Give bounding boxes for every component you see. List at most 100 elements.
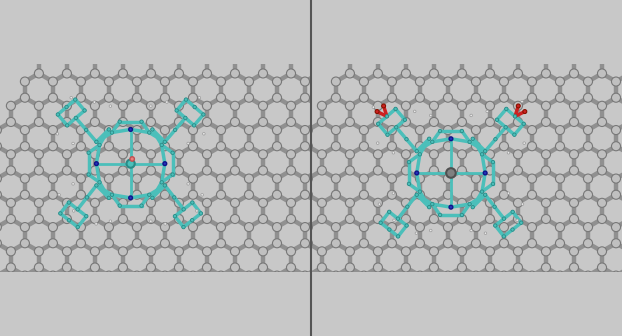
Circle shape [405,137,408,141]
Circle shape [300,174,310,183]
Circle shape [542,295,550,304]
Circle shape [202,214,211,223]
Circle shape [513,69,522,78]
Circle shape [384,126,394,135]
Circle shape [345,263,355,272]
Circle shape [248,287,256,296]
Circle shape [507,192,510,195]
Circle shape [216,222,226,232]
Circle shape [511,228,514,231]
Circle shape [192,124,196,127]
Circle shape [259,247,267,256]
Circle shape [343,247,351,256]
Circle shape [49,190,57,199]
Circle shape [132,190,141,199]
Circle shape [146,311,156,321]
Circle shape [77,77,85,86]
Circle shape [174,247,183,256]
Circle shape [76,208,80,211]
Circle shape [570,247,578,256]
Circle shape [58,212,62,215]
Circle shape [244,45,254,54]
Circle shape [385,115,389,118]
Circle shape [21,271,29,280]
Circle shape [499,45,509,54]
Circle shape [90,53,100,62]
Circle shape [345,118,355,126]
Circle shape [485,247,494,256]
Circle shape [6,214,16,223]
Circle shape [555,142,565,151]
Circle shape [261,247,271,256]
Circle shape [430,140,434,143]
Circle shape [6,311,16,321]
Circle shape [77,126,85,135]
Circle shape [394,107,397,111]
Circle shape [300,271,310,280]
Circle shape [202,69,211,78]
Circle shape [118,214,128,223]
Circle shape [502,235,506,238]
Circle shape [129,196,132,200]
Circle shape [496,45,506,54]
Circle shape [49,45,57,54]
Circle shape [304,190,312,199]
Circle shape [401,247,411,256]
Circle shape [126,160,135,168]
Circle shape [513,133,516,136]
Circle shape [401,198,411,207]
Circle shape [259,150,267,159]
Circle shape [199,212,203,215]
Circle shape [187,182,190,185]
Circle shape [392,152,395,154]
Circle shape [460,213,463,217]
Circle shape [146,69,156,78]
Circle shape [570,53,578,62]
Circle shape [598,198,606,207]
Circle shape [231,247,239,256]
Circle shape [160,77,169,86]
Circle shape [118,69,128,78]
Circle shape [583,77,593,86]
Circle shape [527,126,537,135]
Circle shape [611,45,621,54]
Circle shape [485,198,494,207]
Circle shape [34,198,44,207]
Circle shape [401,150,411,159]
Circle shape [34,311,44,321]
Circle shape [598,69,606,78]
Circle shape [93,101,96,103]
Circle shape [21,174,29,183]
Circle shape [328,77,338,86]
Circle shape [317,295,327,304]
Circle shape [187,142,190,145]
Circle shape [95,162,98,166]
Circle shape [171,151,174,155]
Circle shape [0,287,1,296]
Circle shape [72,182,75,185]
Circle shape [485,295,494,304]
Circle shape [542,150,550,159]
Circle shape [216,174,226,183]
Circle shape [360,142,368,151]
Circle shape [276,174,284,183]
Circle shape [62,311,72,321]
Circle shape [62,53,72,62]
Circle shape [287,263,295,272]
Circle shape [457,295,466,304]
Circle shape [34,101,44,110]
Circle shape [356,174,366,183]
Circle shape [184,98,188,101]
Circle shape [77,271,85,280]
Circle shape [259,214,267,223]
Circle shape [118,118,128,126]
Circle shape [470,114,473,117]
Circle shape [388,210,391,214]
Circle shape [360,190,368,199]
Circle shape [129,128,132,131]
Circle shape [513,118,522,126]
Circle shape [373,247,383,256]
Circle shape [499,126,509,135]
Circle shape [401,295,411,304]
Circle shape [259,53,267,62]
